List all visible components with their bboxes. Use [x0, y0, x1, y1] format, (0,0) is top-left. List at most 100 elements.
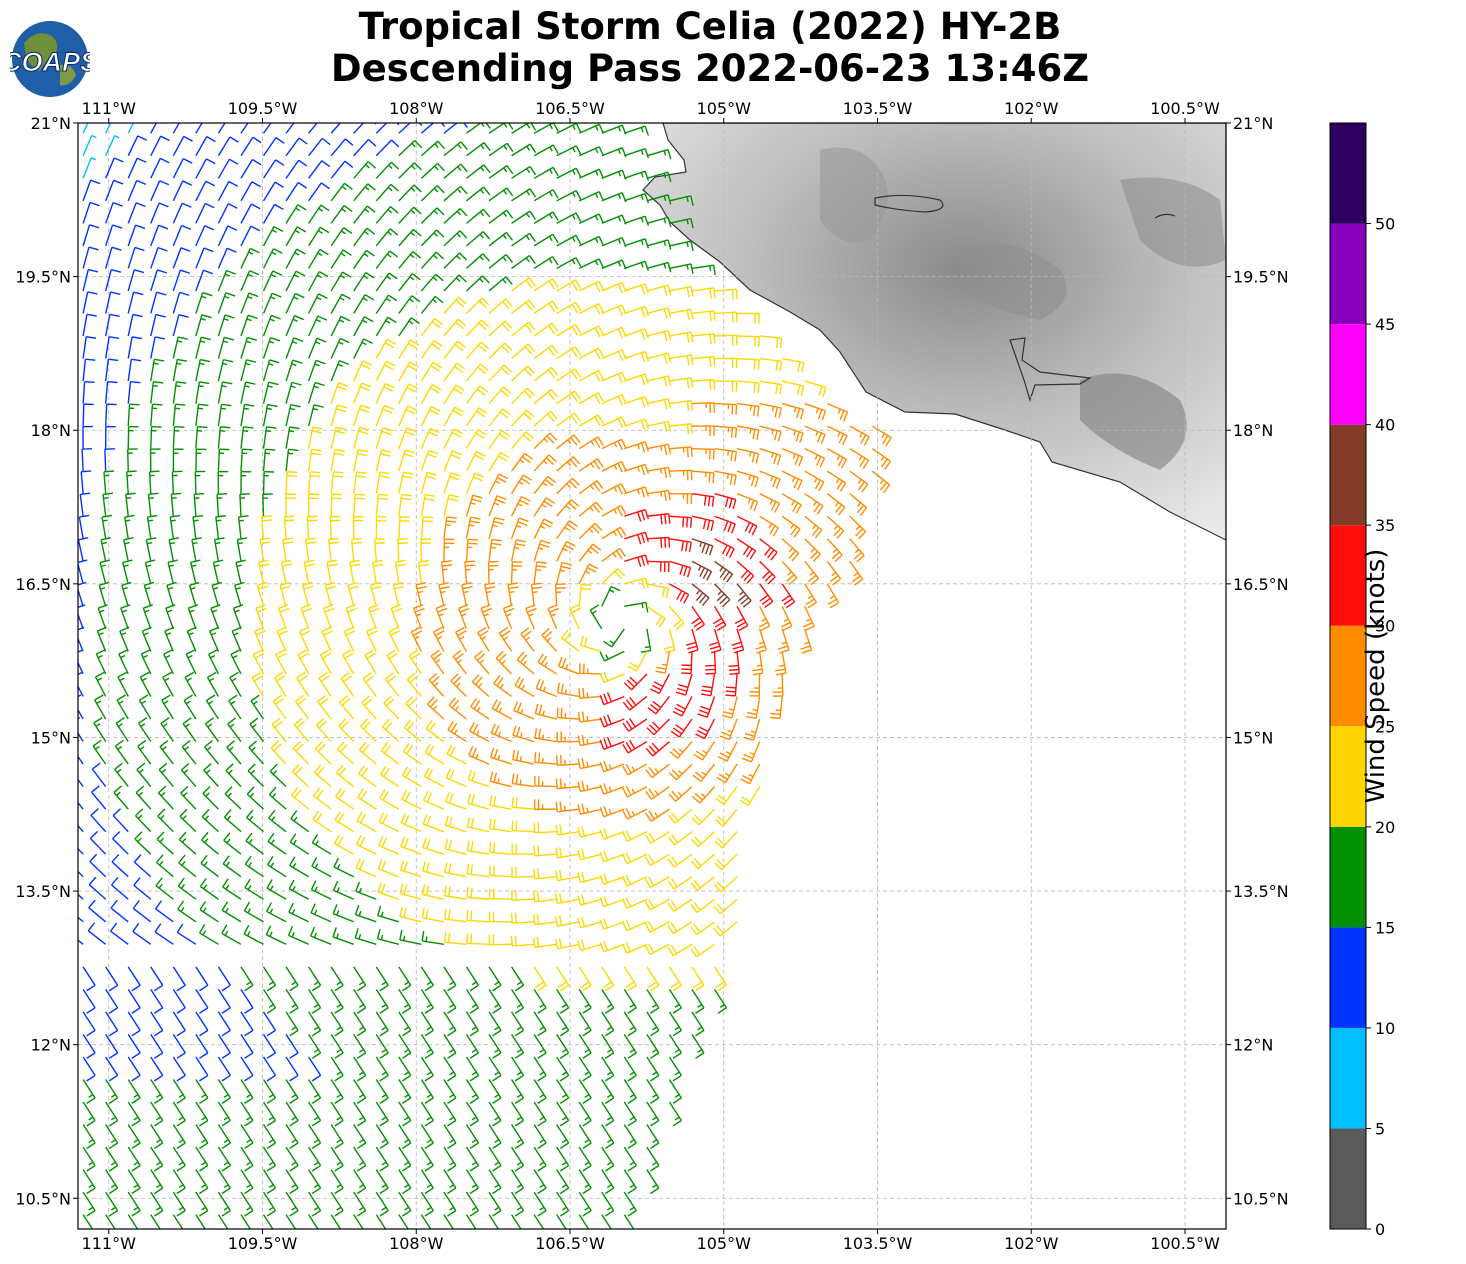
wind-barb-half-feather	[265, 430, 272, 433]
wind-barb	[691, 402, 716, 413]
wind-barb	[511, 277, 536, 292]
wind-barb-feather	[599, 874, 605, 885]
wind-barb-half-feather	[709, 265, 712, 271]
wind-barb-feather	[160, 135, 170, 142]
wind-barb-staff	[195, 158, 207, 179]
wind-barb	[308, 988, 322, 1014]
wind-barb-feather	[466, 863, 470, 874]
wind-barb-feather	[571, 370, 578, 380]
wind-barb-feather	[200, 854, 208, 864]
wind-barb-feather	[431, 383, 442, 391]
wind-barb-staff	[408, 655, 422, 675]
wind-barb-staff	[420, 988, 434, 1009]
wind-barb-staff	[601, 526, 621, 540]
wind-barb-staff	[190, 562, 197, 584]
wind-barb-half-feather	[590, 440, 595, 446]
wind-barb-feather	[403, 884, 408, 895]
wind-barb-feather	[625, 874, 632, 885]
wind-barb	[511, 431, 534, 450]
wind-barb-staff	[82, 336, 87, 359]
wind-barb-feather	[383, 744, 392, 754]
wind-barb-staff	[239, 494, 242, 517]
wind-barb	[533, 561, 547, 584]
wind-barb-half-feather	[231, 677, 237, 682]
wind-barb	[375, 183, 399, 202]
wind-barb-feather	[818, 386, 823, 396]
wind-barb-feather	[757, 383, 760, 394]
wind-barb-half-feather	[663, 240, 667, 247]
wind-barb	[401, 766, 422, 788]
wind-barb-staff	[262, 137, 277, 157]
wind-barb-feather	[617, 568, 626, 577]
wind-barb-feather	[320, 649, 330, 656]
wind-barb	[470, 697, 490, 720]
wind-barb-feather	[320, 182, 330, 190]
wind-barb	[126, 470, 137, 494]
wind-barb	[465, 966, 480, 992]
wind-barb-feather	[422, 520, 433, 523]
wind-barb-feather	[775, 360, 779, 371]
wind-barb-feather	[356, 984, 367, 992]
wind-barb	[127, 313, 143, 337]
wind-barb-feather	[663, 422, 668, 433]
wind-barb	[556, 212, 582, 224]
wind-barb-half-feather	[271, 793, 277, 798]
wind-barb-half-feather	[457, 166, 462, 171]
wind-barb-feather	[357, 452, 368, 457]
wind-barb-staff	[215, 516, 220, 539]
wind-barb-feather	[482, 208, 491, 218]
wind-barb-feather	[622, 876, 628, 887]
wind-barb-feather	[110, 922, 118, 932]
wind-barb-feather	[411, 295, 421, 303]
wind-barb-feather	[401, 789, 407, 800]
wind-barb	[78, 739, 84, 765]
wind-barb-feather	[485, 586, 496, 590]
wind-barb-feather	[580, 587, 591, 591]
wind-barb-feather	[377, 905, 382, 916]
wind-barb-feather	[430, 405, 441, 412]
wind-barb-feather	[801, 362, 805, 373]
wind-barb-feather	[383, 695, 392, 704]
wind-barb-staff	[375, 471, 381, 494]
wind-barb-half-feather	[388, 164, 393, 170]
wind-barb-staff	[672, 943, 693, 957]
wind-barb-feather	[470, 817, 475, 828]
wind-barb-feather	[310, 926, 316, 937]
wind-barb	[240, 336, 258, 359]
wind-barb-feather	[550, 389, 558, 398]
wind-barb-feather	[610, 585, 621, 592]
wind-barb-staff	[209, 630, 220, 652]
wind-barb	[714, 808, 738, 827]
wind-barb-feather	[137, 135, 148, 141]
wind-barb-half-feather	[380, 911, 384, 917]
wind-barb-feather	[121, 581, 132, 587]
wind-barb-staff	[691, 470, 714, 474]
wind-barb	[624, 260, 650, 272]
wind-barb-feather	[700, 705, 711, 711]
wind-barb	[533, 189, 559, 202]
wind-barb	[488, 495, 507, 517]
wind-barb-feather	[648, 832, 655, 842]
wind-barb-half-feather	[160, 814, 165, 820]
wind-barb-staff	[317, 701, 332, 720]
wind-barb	[424, 743, 445, 765]
wind-barb-feather	[411, 626, 421, 633]
wind-barb	[646, 171, 672, 182]
wind-barb-feather	[69, 809, 77, 816]
wind-barb	[78, 893, 84, 900]
wind-barb-staff	[343, 631, 355, 652]
wind-barb	[781, 515, 801, 538]
wind-barb	[465, 297, 490, 314]
wind-barb	[668, 605, 685, 631]
wind-barb	[488, 516, 505, 539]
wind-barb-staff	[752, 718, 761, 741]
wind-barb	[285, 204, 307, 224]
wind-barb-staff	[127, 180, 138, 202]
wind-barb-feather	[734, 427, 738, 439]
wind-barb-feather	[388, 272, 398, 280]
wind-barb-feather	[479, 385, 489, 393]
wind-barb-staff	[488, 988, 502, 1009]
wind-barb-staff	[443, 123, 458, 134]
wind-barb	[353, 183, 376, 202]
wind-barb	[150, 157, 170, 179]
